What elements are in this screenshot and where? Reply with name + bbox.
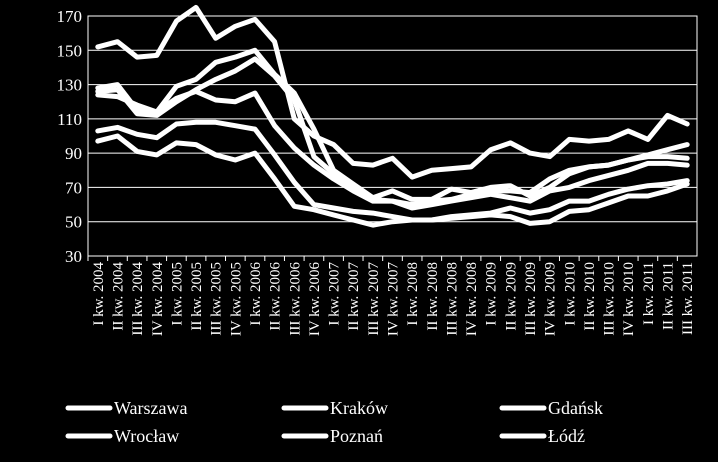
legend: Warszawa Kraków Gdańsk Wrocław Poznań Łódź bbox=[65, 398, 603, 446]
x-tick-label: IV kw. 2004 bbox=[150, 262, 166, 337]
x-tick-label: II kw. 2006 bbox=[268, 262, 284, 331]
y-tick-label: 90 bbox=[65, 144, 82, 163]
x-tick-label: IV kw. 2008 bbox=[464, 262, 480, 336]
y-tick-label: 70 bbox=[65, 178, 82, 197]
legend-label: Wrocław bbox=[114, 426, 179, 446]
x-tick-label: I kw. 2011 bbox=[641, 262, 657, 325]
x-tick-label: I kw. 2007 bbox=[327, 262, 343, 326]
x-tick-label: I kw. 2009 bbox=[484, 262, 500, 326]
y-tick-label: 50 bbox=[65, 213, 82, 232]
legend-label: Kraków bbox=[330, 398, 388, 418]
y-tick-label: 170 bbox=[57, 7, 83, 26]
x-tick-label: IV kw. 2007 bbox=[386, 262, 402, 337]
x-tick-label: II kw. 2009 bbox=[503, 262, 519, 331]
x-tick-label: I kw. 2006 bbox=[248, 262, 264, 326]
x-tick-label: IV kw. 2010 bbox=[621, 262, 637, 336]
y-tick-label: 110 bbox=[57, 110, 82, 129]
legend-label: Łódź bbox=[548, 426, 585, 446]
x-tick-label: I kw. 2010 bbox=[562, 262, 578, 326]
y-tick-label: 130 bbox=[57, 76, 83, 95]
x-tick-label: III kw. 2009 bbox=[523, 262, 539, 336]
x-tick-label: III kw. 2007 bbox=[366, 262, 382, 336]
x-tick-label: II kw. 2011 bbox=[661, 262, 677, 330]
x-tick-label: II kw. 2008 bbox=[425, 262, 441, 331]
x-tick-label: II kw. 2004 bbox=[110, 262, 126, 331]
x-tick-label: IV kw. 2006 bbox=[307, 262, 323, 337]
x-tick-label: IV kw. 2009 bbox=[543, 262, 559, 336]
x-tick-label: I kw. 2005 bbox=[169, 262, 185, 326]
series-line-poznan bbox=[95, 119, 690, 223]
x-tick-label: III kw. 2011 bbox=[680, 262, 696, 335]
x-tick-label: I kw. 2008 bbox=[405, 262, 421, 326]
x-tick-label: II kw. 2010 bbox=[582, 262, 598, 331]
y-tick-label: 30 bbox=[65, 247, 82, 266]
x-tick-label: II kw. 2007 bbox=[346, 262, 362, 331]
x-tick-label: III kw. 2006 bbox=[287, 262, 303, 336]
series-line-lodz bbox=[95, 133, 690, 228]
legend-label: Poznań bbox=[330, 426, 383, 446]
legend-label: Warszawa bbox=[114, 398, 188, 418]
x-tick-label: III kw. 2004 bbox=[130, 262, 146, 336]
series-line-warszawa bbox=[95, 4, 690, 180]
x-tick-label: IV kw. 2005 bbox=[228, 262, 244, 336]
legend-label: Gdańsk bbox=[548, 398, 603, 418]
x-tick-label: II kw. 2005 bbox=[189, 262, 205, 331]
y-tick-label: 150 bbox=[57, 41, 83, 60]
x-tick-label: III kw. 2005 bbox=[209, 262, 225, 336]
x-tick-label: III kw. 2008 bbox=[444, 262, 460, 336]
x-tick-label: III kw. 2010 bbox=[602, 262, 618, 336]
series-line-wroclaw bbox=[95, 88, 690, 211]
x-tick-label: I kw. 2004 bbox=[91, 262, 107, 326]
